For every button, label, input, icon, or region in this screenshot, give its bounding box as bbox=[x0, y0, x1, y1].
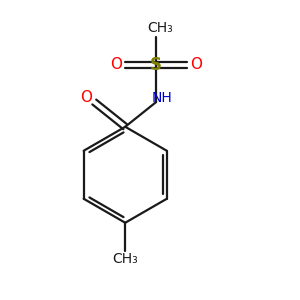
Text: CH₃: CH₃ bbox=[112, 252, 138, 266]
Text: O: O bbox=[80, 90, 92, 105]
Text: O: O bbox=[110, 57, 122, 72]
Text: CH₃: CH₃ bbox=[147, 21, 173, 35]
Text: NH: NH bbox=[152, 91, 173, 105]
Text: O: O bbox=[190, 57, 202, 72]
Text: S: S bbox=[150, 56, 162, 74]
